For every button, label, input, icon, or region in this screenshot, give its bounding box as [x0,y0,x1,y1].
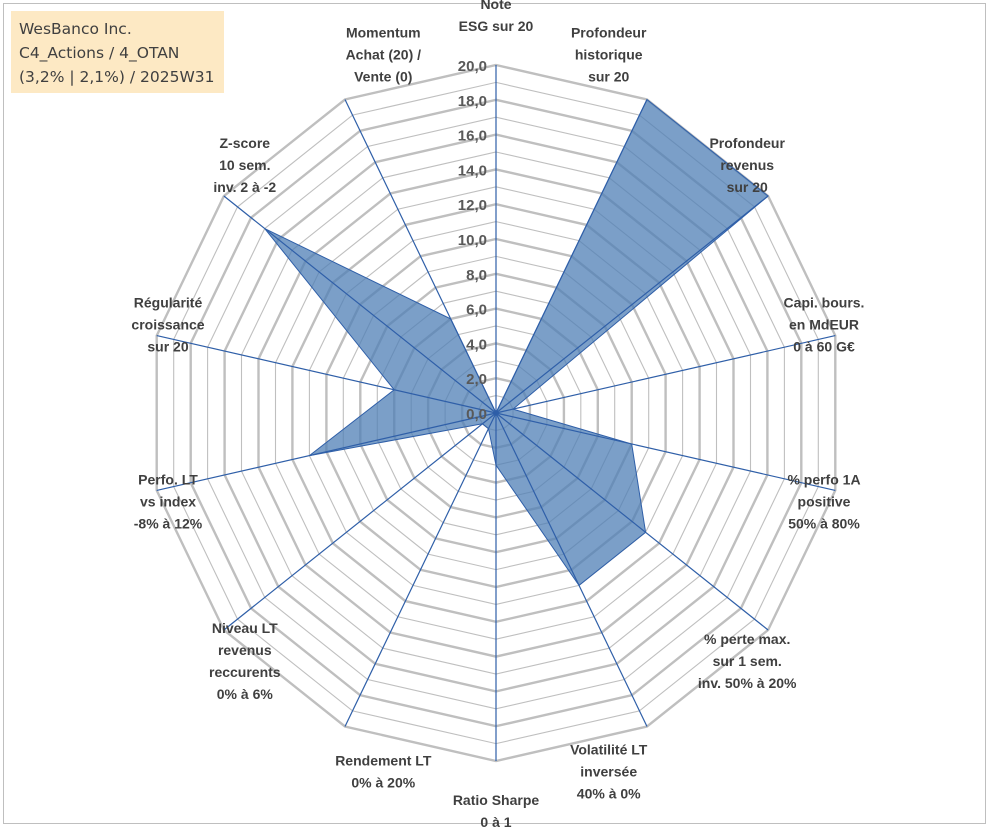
axis-label-line: Régularité [134,294,203,310]
tick-label: 8,0 [466,267,487,284]
tick-label: 20,0 [458,58,487,75]
axis-label-line: Ratio Sharpe [453,792,540,808]
axis-label-line: sur 20 [147,338,188,354]
axis-label: Régularité croissance sur 20 [131,294,204,354]
axis-label-line: -8% à 12% [134,516,203,532]
axis-spoke [344,412,497,727]
tick-label: 18,0 [458,93,487,110]
axis-labels: Note ESG sur 20 Profondeur historique sur 20… [131,0,864,829]
axis-label-line: positive [798,494,851,510]
axis-label-line: inv. 2 à -2 [213,179,276,195]
title-line-category: C4_Actions / 4_OTAN [19,44,180,62]
axis-label-line: 0% à 6% [217,686,274,702]
axis-label-line: ESG sur 20 [459,18,534,34]
axis-label: % perte max. sur 1 sem. inv. 50% à 20% [698,631,797,691]
axis-label-line: revenus [720,157,774,173]
axis-label-line: sur 20 [727,179,768,195]
axis-label-line: 10 sem. [219,157,270,173]
axis-spoke [495,412,648,727]
tick-label: 2,0 [466,371,487,388]
axis-label-line: inversée [580,764,637,780]
axis-spoke [495,99,648,414]
axis-layer [156,65,836,761]
axis-label-line: Niveau LT [212,620,278,636]
axis-label: Profondeur historique sur 20 [571,24,647,84]
axis-label: Perfo. LT vs index -8% à 12% [134,472,203,532]
axis-label-line: reccurents [209,664,281,680]
axis-label: Rendement LT 0% à 20% [335,753,432,791]
tick-label: 4,0 [466,336,487,353]
title-line-period: (3,2% | 2,1%) / 2025W31 [19,68,215,86]
axis-label-line: vs index [140,494,196,510]
axis-label-line: Achat (20) / [346,46,422,62]
tick-label: 14,0 [458,162,487,179]
axis-label-line: 0 à 1 [480,814,511,829]
axis-label-line: Capi. bours. [784,294,865,310]
axis-spoke [223,412,497,631]
axis-spoke [223,195,497,414]
axis-label-line: % perte max. [704,631,790,647]
axis-label-line: 50% à 80% [788,516,860,532]
axis-label-line: historique [575,46,643,62]
tick-label: 16,0 [458,128,487,145]
tick-labels: 0,0 2,0 4,0 6,0 8,0 10,0 12,0 14,0 16,0 18,0 20,0 [458,58,487,423]
axis-label: Capi. bours. en MdEUR 0 à 60 G€ [784,294,865,354]
axis-label: Niveau LT revenus reccurents 0% à 6% [209,620,281,702]
axis-label-line: en MdEUR [789,316,859,332]
axis-label-line: 0 à 60 G€ [793,338,855,354]
axis-label: Ratio Sharpe 0 à 1 [453,792,540,829]
axis-spoke [495,195,769,414]
axis-label-line: sur 20 [588,68,629,84]
tick-label: 10,0 [458,232,487,249]
axis-label-line: Profondeur [709,135,785,151]
axis-spoke [156,335,497,414]
axis-label-line: Z-score [220,135,271,151]
axis-label: Volatilité LT inversée 40% à 0% [570,742,648,802]
title-line-company: WesBanco Inc. [19,20,132,38]
axis-label: % perfo 1A positive 50% à 80% [787,472,860,532]
tick-label: 0,0 [466,406,487,423]
axis-label-line: croissance [131,316,204,332]
axis-label-line: 0% à 20% [351,775,415,791]
axis-label: Z-score 10 sem. inv. 2 à -2 [213,135,276,195]
axis-label-line: Rendement LT [335,753,432,769]
axis-label-line: Profondeur [571,24,647,40]
title-box: WesBanco Inc. C4_Actions / 4_OTAN (3,2% … [11,11,224,93]
axis-label-line: Momentum [346,24,421,40]
axis-spoke [156,412,497,491]
axis-label: Note ESG sur 20 [459,0,534,34]
axis-label-line: 40% à 0% [577,786,641,802]
axis-label: Momentum Achat (20) / Vente (0) [346,24,422,84]
axis-spoke [495,335,836,414]
axis-spoke [495,412,769,631]
axis-label-line: Vente (0) [354,68,412,84]
axis-label-line: Volatilité LT [570,742,648,758]
tick-label: 12,0 [458,197,487,214]
axis-label-line: Perfo. LT [138,472,198,488]
axis-label-line: revenus [218,642,272,658]
axis-label-line: % perfo 1A [787,472,860,488]
axis-spoke [344,99,497,414]
axis-spoke [495,412,836,491]
axis-label-line: sur 1 sem. [713,653,782,669]
axis-label-line: Note [480,0,511,12]
axis-label-line: inv. 50% à 20% [698,675,797,691]
tick-label: 6,0 [466,302,487,319]
axis-label: Profondeur revenus sur 20 [709,135,785,195]
